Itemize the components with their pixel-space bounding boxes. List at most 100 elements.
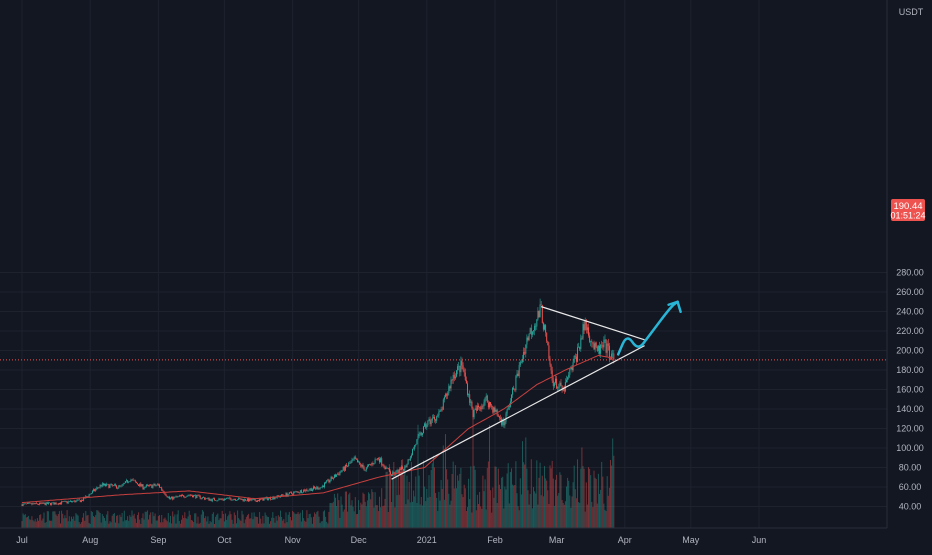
- candle-body: [577, 347, 578, 362]
- volume-bar: [228, 514, 230, 528]
- volume-bar: [238, 518, 240, 528]
- volume-bar: [248, 513, 250, 528]
- volume-bar: [133, 513, 135, 528]
- candle-body: [341, 470, 343, 472]
- candle-body: [266, 497, 268, 500]
- candle-body: [387, 468, 389, 469]
- candle-body: [39, 502, 41, 505]
- volume-bar: [528, 504, 530, 528]
- price-axis[interactable]: 40.00 60.00 80.00 100.00 120.00 140.00 160.00 1…: [896, 268, 924, 512]
- volume-bar: [276, 520, 278, 528]
- volume-bar: [536, 460, 538, 528]
- volume-bar: [118, 523, 120, 528]
- candle-body: [140, 483, 142, 487]
- candle-body: [357, 459, 358, 463]
- candle-body: [134, 480, 136, 482]
- volume-bar: [581, 447, 583, 528]
- volume-bar: [223, 521, 225, 528]
- volume-bar: [260, 518, 262, 528]
- volume-bar: [182, 515, 184, 528]
- volume-bar: [436, 497, 438, 528]
- volume-bar: [584, 511, 586, 528]
- volume-bar: [155, 520, 157, 528]
- candle-body: [608, 345, 610, 359]
- candle-body: [395, 471, 397, 475]
- candle-body: [299, 490, 301, 493]
- candle-body: [536, 319, 538, 327]
- volume-bar: [530, 459, 532, 528]
- candle-body: [253, 499, 255, 500]
- candle-body: [549, 358, 551, 365]
- candle-body: [287, 494, 289, 496]
- candle-body: [321, 485, 323, 488]
- candle-body: [419, 432, 421, 434]
- candle-body: [347, 465, 349, 467]
- volume-bar: [519, 478, 521, 528]
- candle-body: [51, 502, 53, 505]
- volume-bar: [57, 514, 59, 528]
- volume-bar: [566, 486, 567, 528]
- volume-bar: [387, 512, 389, 528]
- volume-bar: [332, 501, 334, 528]
- volume-bar: [43, 512, 45, 528]
- candle-body: [212, 498, 214, 499]
- volume-bar: [533, 487, 534, 528]
- candle-body: [339, 471, 341, 475]
- volume-bar: [553, 505, 555, 528]
- candle-body: [78, 499, 80, 501]
- volume-bar: [560, 474, 562, 528]
- candle-body: [120, 485, 122, 487]
- volume-bar: [610, 460, 611, 528]
- candle-body: [263, 498, 265, 501]
- volume-bar: [416, 502, 418, 528]
- candle-body: [487, 402, 489, 408]
- volume-bar: [337, 493, 339, 528]
- volume-bar: [555, 479, 556, 528]
- volume-bar: [198, 523, 200, 528]
- candle-body: [528, 333, 530, 341]
- volume-bar: [347, 511, 349, 528]
- volume-bar: [440, 480, 442, 528]
- volume-bar: [216, 514, 218, 528]
- volume-bar: [343, 509, 345, 528]
- volume-bar: [397, 472, 399, 528]
- volume-bar: [47, 511, 49, 528]
- candle-body: [116, 485, 118, 489]
- candle-body: [173, 497, 175, 500]
- volume-bar: [562, 502, 564, 528]
- candle-body: [118, 485, 120, 488]
- volume-bar: [542, 496, 544, 528]
- price-tick-label: 220.00: [896, 326, 924, 336]
- candle-body: [106, 483, 108, 486]
- candle-body: [77, 499, 79, 501]
- volume-bar: [383, 505, 385, 528]
- candle-body: [602, 344, 604, 348]
- volume-bar: [265, 515, 267, 528]
- volume-bar: [86, 515, 88, 528]
- candle-body: [108, 484, 110, 488]
- volume-bar: [547, 490, 549, 528]
- volume-bar: [467, 507, 468, 528]
- candle-body: [578, 346, 580, 348]
- candle-body: [336, 474, 338, 477]
- volume-bar: [434, 467, 435, 528]
- volume-bar: [316, 511, 318, 528]
- candle-body: [197, 494, 199, 496]
- candle-body: [342, 466, 344, 471]
- candle-body: [515, 376, 517, 391]
- volume-bar: [96, 510, 98, 528]
- candle-body: [73, 500, 75, 502]
- candle-body: [50, 502, 52, 505]
- volume-bar: [386, 471, 388, 528]
- candlesticks: [21, 298, 615, 507]
- candle-body: [156, 484, 158, 486]
- candle-body: [127, 480, 129, 483]
- candle-body: [219, 498, 221, 500]
- volume-bar: [179, 523, 181, 528]
- volume-bar: [505, 489, 507, 528]
- drawings[interactable]: [391, 300, 682, 480]
- time-axis[interactable]: Jul Aug Sep Oct Nov Dec 2021 Feb Mar Apr May Jun: [16, 535, 766, 545]
